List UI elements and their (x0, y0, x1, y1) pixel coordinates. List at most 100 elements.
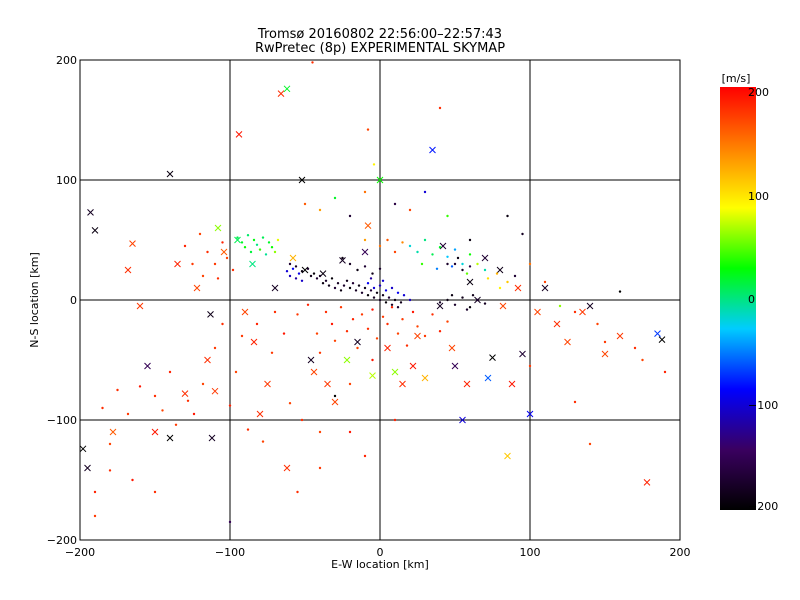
dot-marker-point (351, 282, 355, 285)
dot-marker-point (603, 340, 607, 344)
dot-marker-point (423, 238, 427, 242)
x-marker-point (124, 266, 132, 274)
dot-marker-point (453, 262, 457, 266)
dot-marker-point (446, 262, 449, 266)
dot-marker-point (596, 322, 599, 326)
dot-marker-point (249, 250, 253, 254)
dot-marker-point (471, 294, 475, 297)
x-tick-label: 100 (520, 546, 541, 559)
x-marker-point (331, 398, 339, 406)
dot-marker-point (453, 303, 457, 306)
dot-marker-point (339, 289, 343, 292)
x-marker-point (235, 131, 243, 138)
dot-marker-point (420, 262, 424, 266)
dot-marker-point (498, 286, 502, 290)
dot-marker-point (438, 106, 442, 110)
dot-marker-point (393, 418, 397, 422)
x-marker-point (526, 410, 534, 418)
y-tick-label: 0 (70, 294, 77, 307)
dot-marker-point (174, 423, 178, 426)
dot-marker-point (312, 272, 316, 275)
dot-marker-point (311, 61, 314, 64)
dot-marker-point (402, 294, 406, 297)
dot-marker-point (618, 290, 622, 293)
dot-marker-point (345, 279, 349, 282)
dot-marker-point (291, 267, 295, 270)
dot-marker-point (354, 289, 358, 292)
dot-marker-point (348, 430, 352, 434)
dot-marker-point (366, 327, 370, 330)
dot-marker-point (641, 358, 644, 362)
x-marker-point (504, 452, 511, 460)
x-marker-point (310, 368, 318, 376)
dot-marker-point (201, 382, 205, 386)
dot-marker-point (378, 244, 382, 248)
x-marker-point (429, 146, 436, 154)
dot-marker-point (372, 163, 376, 166)
x-marker-point (79, 445, 87, 453)
dot-marker-point (431, 253, 434, 256)
x-marker-point (204, 356, 211, 364)
dot-marker-point (216, 277, 220, 280)
dot-marker-point (486, 277, 490, 280)
dot-marker-point (483, 302, 487, 305)
plot-frame (79, 59, 681, 541)
dot-marker-point (446, 255, 449, 258)
dot-marker-point (267, 241, 271, 244)
dot-marker-point (324, 310, 328, 314)
dot-marker-point (327, 284, 331, 287)
dot-marker-point (221, 322, 224, 326)
dot-marker-point (401, 241, 404, 244)
x-marker-point (249, 260, 256, 268)
dot-marker-point (461, 268, 464, 272)
dot-marker-point (345, 330, 349, 333)
x-axis-ticks: −200 −100 0 100 200 (65, 546, 691, 559)
x-axis-label: E-W location [km] (331, 558, 429, 571)
x-marker-point (496, 266, 504, 274)
dot-marker-point (381, 294, 385, 297)
dot-marker-point (363, 265, 367, 268)
dot-marker-point (386, 322, 389, 326)
dot-marker-point (438, 330, 442, 333)
colorbar-ticks: 200 100 0 −100 −200 (748, 86, 778, 513)
x-marker-point (466, 278, 474, 286)
x-marker-point (289, 254, 297, 262)
x-marker-point (207, 311, 214, 318)
dot-marker-point (360, 313, 364, 316)
dot-marker-point (399, 301, 403, 304)
dot-marker-point (513, 274, 517, 278)
dot-marker-point (131, 478, 134, 482)
x-marker-point (436, 302, 444, 310)
x-marker-point (514, 284, 522, 292)
dot-marker-point (465, 272, 469, 275)
x-marker-point (250, 338, 258, 346)
dot-marker-point (318, 274, 322, 278)
x-marker-point (489, 354, 496, 361)
dot-marker-point (446, 298, 449, 302)
dot-marker-point (330, 277, 334, 280)
dot-marker-point (276, 238, 280, 242)
x-marker-point (166, 434, 174, 442)
x-marker-point (234, 236, 241, 244)
dot-marker-point (378, 298, 382, 302)
dot-marker-point (294, 277, 298, 280)
dot-marker-point (521, 232, 524, 236)
dot-marker-point (378, 284, 382, 287)
dot-marker-point (294, 265, 298, 268)
x-marker-point (129, 240, 136, 247)
dot-marker-point (348, 262, 352, 266)
dot-marker-point (390, 306, 394, 309)
x-marker-point (534, 308, 541, 316)
dot-marker-point (369, 277, 373, 280)
dot-marker-point (456, 256, 460, 260)
x-marker-point (361, 248, 369, 256)
y-tick-label: −100 (47, 414, 77, 427)
dot-marker-point (366, 294, 370, 297)
x-marker-point (451, 362, 459, 370)
dot-marker-point (330, 322, 334, 326)
x-marker-point (399, 380, 406, 388)
dot-marker-point (378, 267, 382, 270)
x-marker-point (264, 380, 271, 388)
x-marker-point (181, 390, 189, 397)
